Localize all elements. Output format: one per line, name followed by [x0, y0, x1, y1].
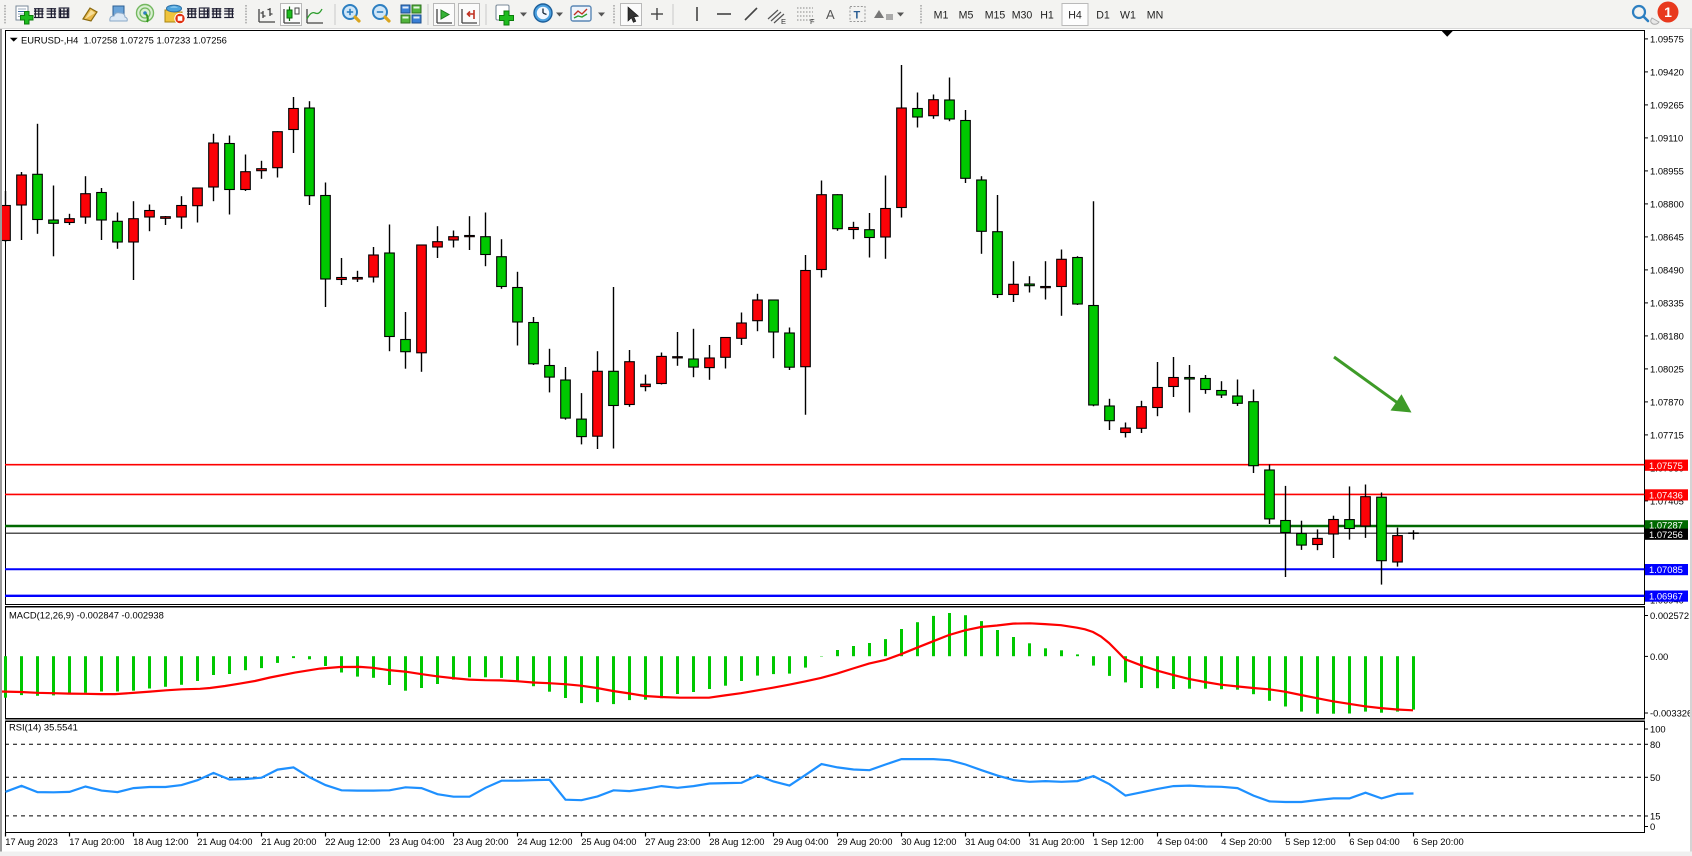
svg-text:1.08490: 1.08490: [1650, 265, 1684, 276]
svg-text:17 Aug 20:00: 17 Aug 20:00: [69, 836, 124, 847]
svg-text:1.08180: 1.08180: [1650, 331, 1684, 342]
svg-text:1.08955: 1.08955: [1650, 166, 1684, 177]
svg-text:4 Sep 04:00: 4 Sep 04:00: [1157, 836, 1208, 847]
svg-text:31 Aug 04:00: 31 Aug 04:00: [965, 836, 1020, 847]
svg-text:29 Aug 20:00: 29 Aug 20:00: [837, 836, 892, 847]
svg-text:31 Aug 20:00: 31 Aug 20:00: [1029, 836, 1084, 847]
svg-text:6 Sep 20:00: 6 Sep 20:00: [1413, 836, 1464, 847]
svg-text:H4: H4: [1068, 10, 1082, 22]
svg-text:1.07715: 1.07715: [1650, 430, 1684, 441]
svg-text:1 Sep 12:00: 1 Sep 12:00: [1093, 836, 1144, 847]
svg-text:1.09420: 1.09420: [1650, 67, 1684, 78]
svg-text:EURUSD-,H4 1.07258 1.07275 1.: EURUSD-,H4 1.07258 1.07275 1.07233 1.072…: [21, 35, 227, 46]
svg-text:M1: M1: [934, 10, 949, 22]
svg-text:15: 15: [1650, 811, 1660, 822]
svg-text:30 Aug 12:00: 30 Aug 12:00: [901, 836, 956, 847]
svg-text:23 Aug 20:00: 23 Aug 20:00: [453, 836, 508, 847]
svg-text:A: A: [826, 7, 835, 22]
svg-text:17 Aug 2023: 17 Aug 2023: [5, 836, 58, 847]
svg-text:1.07436: 1.07436: [1649, 490, 1683, 501]
svg-text:E: E: [781, 17, 786, 26]
svg-text:1.07575: 1.07575: [1649, 460, 1683, 471]
svg-text:29 Aug 04:00: 29 Aug 04:00: [773, 836, 828, 847]
svg-text:1.09265: 1.09265: [1650, 100, 1684, 111]
svg-text:1.08800: 1.08800: [1650, 199, 1684, 210]
svg-text:4 Sep 20:00: 4 Sep 20:00: [1221, 836, 1272, 847]
svg-text:1.09110: 1.09110: [1650, 133, 1683, 144]
svg-text:100: 100: [1650, 724, 1666, 735]
svg-text:28 Aug 12:00: 28 Aug 12:00: [709, 836, 764, 847]
svg-text:1: 1: [1664, 4, 1672, 20]
svg-text:1.07256: 1.07256: [1649, 529, 1683, 540]
svg-text:1.09575: 1.09575: [1650, 34, 1684, 45]
svg-text:RSI(14) 35.5541: RSI(14) 35.5541: [9, 722, 78, 733]
svg-text:MACD(12,26,9) -0.002847 -0.002: MACD(12,26,9) -0.002847 -0.002938: [9, 610, 164, 621]
svg-text:80: 80: [1650, 739, 1660, 750]
svg-text:1.08645: 1.08645: [1650, 232, 1684, 243]
svg-text:M15: M15: [985, 10, 1006, 22]
svg-text:H1: H1: [1040, 10, 1054, 22]
svg-text:25 Aug 04:00: 25 Aug 04:00: [581, 836, 636, 847]
svg-text:23 Aug 04:00: 23 Aug 04:00: [389, 836, 444, 847]
svg-text:1.07085: 1.07085: [1649, 564, 1683, 575]
svg-text:1.07287: 1.07287: [1649, 520, 1683, 531]
svg-text:W1: W1: [1120, 10, 1136, 22]
svg-text:M30: M30: [1012, 10, 1033, 22]
svg-text:27 Aug 23:00: 27 Aug 23:00: [645, 836, 700, 847]
svg-text:21 Aug 04:00: 21 Aug 04:00: [197, 836, 252, 847]
svg-text:50: 50: [1650, 772, 1660, 783]
svg-text:0: 0: [1650, 821, 1655, 832]
svg-text:MN: MN: [1147, 10, 1163, 22]
svg-text:6 Sep 04:00: 6 Sep 04:00: [1349, 836, 1400, 847]
svg-text:18 Aug 12:00: 18 Aug 12:00: [133, 836, 188, 847]
svg-text:5 Sep 12:00: 5 Sep 12:00: [1285, 836, 1336, 847]
svg-text:T: T: [854, 10, 861, 22]
svg-text:1.08025: 1.08025: [1650, 364, 1684, 375]
svg-text:1.07405: 1.07405: [1650, 496, 1684, 507]
svg-text:0.002572: 0.002572: [1650, 610, 1689, 621]
svg-text:0.00: 0.00: [1650, 651, 1668, 662]
svg-text:24 Aug 12:00: 24 Aug 12:00: [517, 836, 572, 847]
svg-text:1.06967: 1.06967: [1649, 591, 1683, 602]
svg-text:D1: D1: [1096, 10, 1110, 22]
svg-text:1.08335: 1.08335: [1650, 298, 1684, 309]
svg-text:M5: M5: [959, 10, 974, 22]
svg-text:21 Aug 20:00: 21 Aug 20:00: [261, 836, 316, 847]
svg-text:1.07870: 1.07870: [1650, 397, 1684, 408]
svg-text:22 Aug 12:00: 22 Aug 12:00: [325, 836, 380, 847]
svg-text:-0.003326: -0.003326: [1650, 708, 1692, 719]
svg-text:F: F: [810, 17, 815, 26]
